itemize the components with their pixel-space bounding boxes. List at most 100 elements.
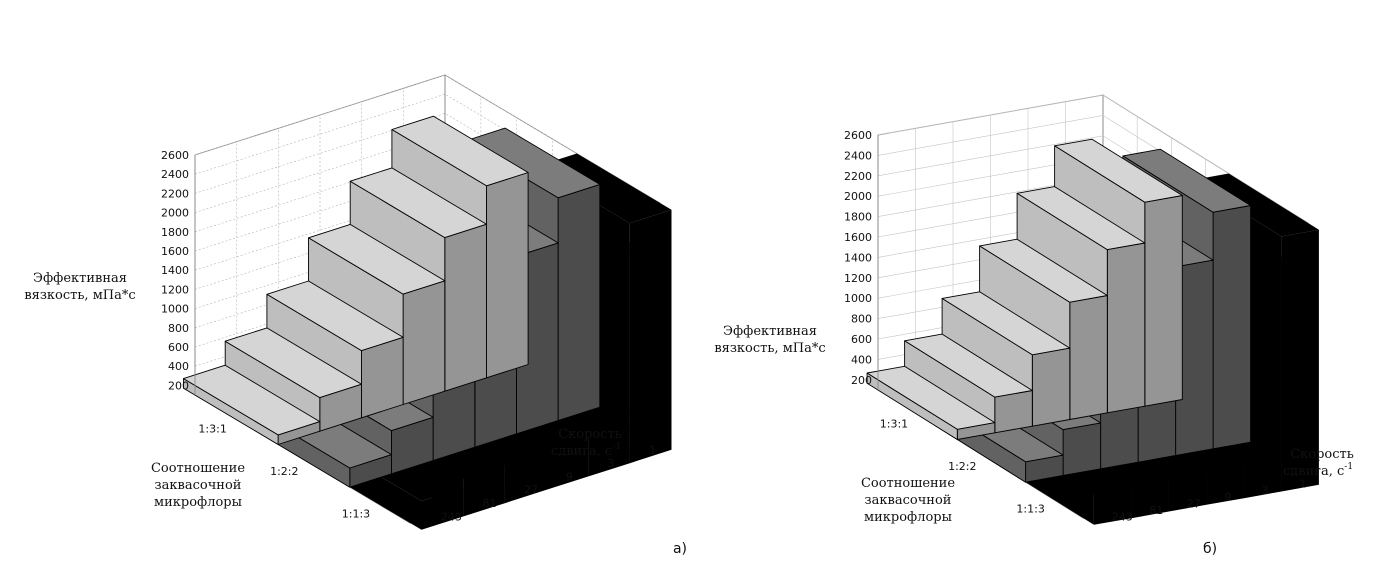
x-tick-label: 3 — [1262, 484, 1269, 497]
bar-side — [486, 172, 529, 379]
bar-side — [1212, 205, 1252, 450]
z-tick-label: 400 — [851, 353, 872, 366]
bar-side — [1144, 195, 1183, 407]
z-tick-label: 2600 — [161, 149, 189, 162]
z-axis-title: Эффективная вязкость, мПа*с — [24, 271, 135, 303]
bar-top — [183, 364, 321, 436]
y-axis-title: Соотношение заквасочной микрофлоры — [861, 476, 955, 525]
y-tick-label: 1:3:1 — [880, 417, 908, 430]
bars — [866, 138, 1319, 525]
z-tick-label: 2000 — [844, 190, 872, 203]
z-tick-label: 800 — [168, 322, 189, 335]
y-tick-label: 1:3:1 — [198, 422, 226, 435]
chart-panel-b: 200 400 600 800 1000 1200 1400 1600 1800 2000 2200… — [714, 94, 1354, 557]
bar-top — [308, 223, 446, 295]
z-tick-label: 600 — [168, 341, 189, 354]
y-axis-title: Соотношение заквасочной микрофлоры — [151, 461, 245, 510]
z-tick-label: 800 — [851, 313, 872, 326]
z-tick-label: 1200 — [844, 272, 872, 285]
y-tick-label: 1:2:2 — [948, 460, 976, 473]
x-tick-label: 27 — [1187, 497, 1201, 510]
z-tick-label: 600 — [851, 333, 872, 346]
z-tick-label: 1400 — [844, 251, 872, 264]
bar — [866, 365, 996, 440]
bar-top — [1016, 186, 1146, 251]
z-tick-label: 1800 — [844, 211, 872, 224]
z-tick-label: 1800 — [161, 226, 189, 239]
bar-top — [904, 333, 1033, 398]
y-tick-label: 1:2:2 — [270, 465, 298, 478]
bar-side — [629, 209, 672, 464]
x-tick-label: 1 — [649, 444, 656, 457]
series-1-3-1 — [866, 138, 1183, 440]
z-axis-title: Эффективная вязкость, мПа*с — [714, 324, 825, 356]
bar-top — [1054, 138, 1183, 203]
bar-top — [224, 327, 362, 399]
x-tick-label: 9 — [1224, 491, 1231, 504]
bar-top — [266, 280, 404, 352]
z-tick-label: 1400 — [161, 264, 189, 277]
x-tick-label: 9 — [566, 470, 573, 483]
z-axis: 200 400 600 800 1000 1200 1400 1600 1800 2000 2200… — [161, 149, 196, 395]
bar-side — [1243, 256, 1282, 499]
z-tick-label: 1600 — [844, 231, 872, 244]
z-tick-label: 2200 — [161, 187, 189, 200]
bar-side — [402, 280, 446, 405]
x-axis-title: Скорость сдвига, с-1 — [551, 427, 622, 459]
z-tick-label: 1600 — [161, 245, 189, 258]
bar-side — [463, 445, 505, 517]
chart-panel-a: 200 400 600 800 1000 1200 1400 1600 1800 2000 2200… — [24, 74, 687, 557]
bar-side — [557, 183, 601, 421]
bar-side — [444, 223, 487, 392]
panel-caption: а) — [673, 541, 687, 557]
y-tick-label: 1:1:3 — [342, 508, 370, 521]
z-tick-label: 2600 — [844, 129, 872, 142]
x-axis: 1 3 9 27 81 243 — [441, 444, 656, 524]
z-tick-label: 200 — [851, 374, 872, 387]
z-tick-label: 2400 — [161, 168, 189, 181]
x-tick-label: 3 — [608, 457, 615, 470]
bar-side — [1062, 422, 1102, 476]
bar-top — [349, 167, 487, 239]
bar-side — [1031, 347, 1071, 427]
x-tick-label: 27 — [524, 484, 538, 497]
bar-top — [866, 365, 996, 430]
y-tick-label: 1:1:3 — [1016, 503, 1044, 516]
y-axis: 1:3:1 1:2:2 1:1:3 — [198, 422, 370, 520]
bar-top — [391, 115, 529, 187]
bar — [183, 364, 321, 445]
z-tick-label: 2400 — [844, 149, 872, 162]
x-tick-label: 243 — [441, 510, 462, 523]
z-tick-label: 1200 — [161, 283, 189, 296]
x-axis: 1 3 9 27 81 243 — [1112, 477, 1307, 523]
bar-side — [994, 390, 1033, 434]
z-tick-label: 400 — [168, 360, 189, 373]
z-tick-label: 2200 — [844, 170, 872, 183]
z-axis: 200 400 600 800 1000 1200 1400 1600 1800 2000 2200… — [844, 129, 879, 390]
x-tick-label: 81 — [1149, 504, 1163, 517]
bar-side — [1281, 229, 1319, 492]
z-tick-label: 1000 — [844, 292, 872, 305]
z-tick-label: 2000 — [161, 207, 189, 220]
x-tick-label: 1 — [1299, 477, 1306, 490]
y-axis: 1:3:1 1:2:2 1:1:3 — [880, 417, 1045, 515]
bar-top — [979, 238, 1108, 303]
bar-top — [463, 127, 601, 199]
bar-side — [1069, 295, 1108, 420]
x-axis-title: Скорость сдвига, с-1 — [1283, 447, 1354, 479]
bar-side — [1131, 450, 1169, 519]
series-1-3-1 — [183, 115, 529, 445]
bar-side — [361, 336, 404, 419]
z-tick-label: 200 — [168, 379, 189, 392]
bar-side — [421, 487, 464, 530]
x-tick-label: 81 — [483, 497, 497, 510]
z-tick-label: 1000 — [161, 303, 189, 316]
bar-top — [941, 291, 1071, 356]
bar-side — [1093, 487, 1132, 525]
bars — [183, 115, 672, 530]
panel-caption: б) — [1203, 541, 1217, 557]
bar-top — [1122, 148, 1252, 213]
bar-side — [1106, 242, 1146, 414]
x-tick-label: 243 — [1112, 511, 1133, 524]
